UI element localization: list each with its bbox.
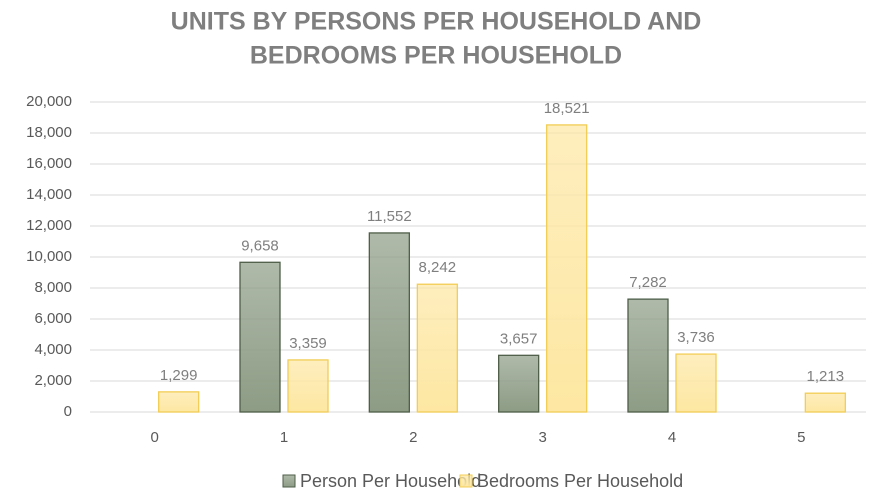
data-label: 3,657 (500, 330, 538, 347)
x-tick-label: 1 (280, 429, 288, 446)
y-tick-label: 20,000 (26, 93, 72, 110)
y-tick-label: 2,000 (34, 372, 72, 389)
y-tick-label: 4,000 (34, 341, 72, 358)
chart-title: UNITS BY PERSONS PER HOUSEHOLD AND (171, 8, 702, 36)
y-tick-label: 12,000 (26, 217, 72, 234)
y-tick-label: 6,000 (34, 310, 72, 327)
legend-label: Bedrooms Per Household (477, 471, 683, 491)
x-tick-label: 2 (409, 429, 417, 446)
data-label: 1,213 (807, 368, 845, 385)
data-label: 9,658 (241, 237, 279, 254)
bar (546, 124, 588, 413)
bar (804, 392, 846, 413)
bar (287, 359, 329, 413)
legend-swatch (459, 474, 473, 488)
y-tick-label: 0 (64, 403, 72, 420)
y-tick-label: 8,000 (34, 279, 72, 296)
bar (416, 283, 458, 413)
y-tick-label: 10,000 (26, 248, 72, 265)
data-label: 8,242 (419, 259, 457, 276)
x-tick-label: 3 (538, 429, 546, 446)
x-tick-label: 5 (797, 429, 805, 446)
x-tick-label: 0 (150, 429, 158, 446)
bar (158, 391, 200, 413)
chart-title: BEDROOMS PER HOUSEHOLD (250, 42, 622, 70)
data-label: 3,359 (289, 335, 327, 352)
bar (368, 232, 410, 413)
data-label: 3,736 (677, 329, 715, 346)
y-tick-label: 16,000 (26, 155, 72, 172)
bar (627, 298, 669, 413)
y-tick-label: 18,000 (26, 124, 72, 141)
x-tick-label: 4 (668, 429, 676, 446)
bar (498, 354, 540, 413)
y-tick-label: 14,000 (26, 186, 72, 203)
data-label: 7,282 (629, 274, 667, 291)
legend-label: Person Per Household (300, 471, 481, 491)
legend-swatch (282, 474, 296, 488)
bar (239, 261, 281, 413)
data-label: 18,521 (544, 100, 590, 117)
data-label: 11,552 (367, 208, 412, 225)
bar (675, 353, 717, 413)
data-label: 1,299 (160, 367, 198, 384)
